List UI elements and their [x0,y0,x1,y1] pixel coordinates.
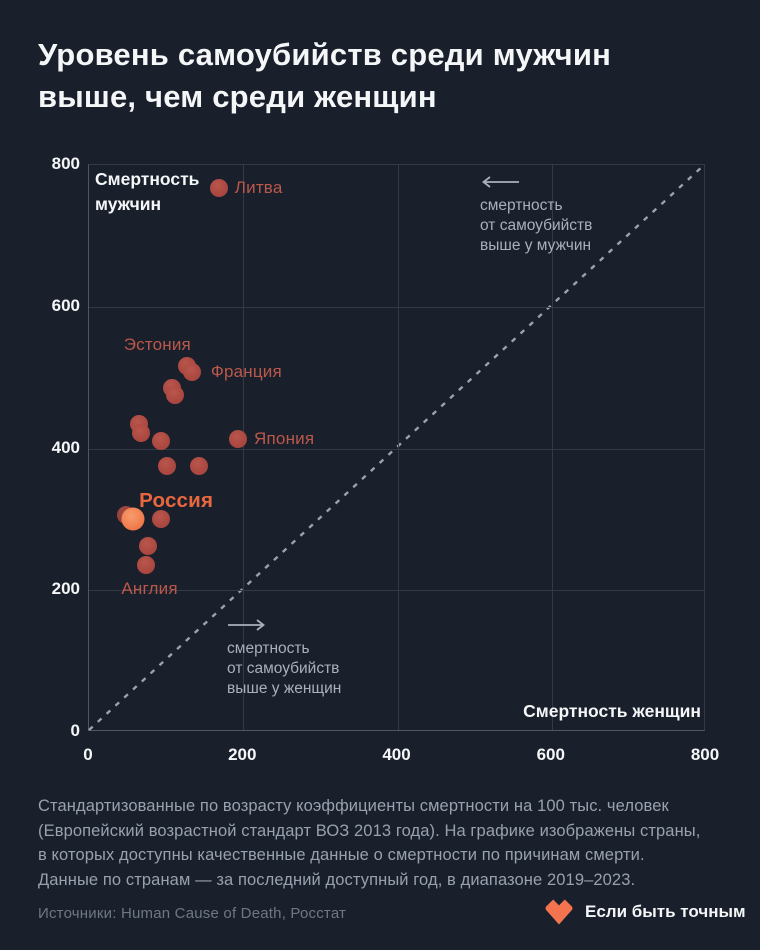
x-tick-label-0: 0 [83,745,93,764]
source-line: Источники: Human Cause of Death, Росстат [38,905,347,922]
heart-logo-icon [545,899,573,925]
data-point-литва [209,178,228,197]
country-label-англия: Англия [121,578,178,598]
y-tick-label-400: 400 [51,437,80,457]
data-point-9 [157,457,176,476]
annotation-higher-in-men: смертность от самоубийств выше у мужчин [480,176,592,256]
gridline-y-200 [89,590,704,592]
gridline-x-600 [551,165,553,730]
data-point-англия [137,555,156,574]
page-title: Уровень самоубийств среди мужчин выше, ч… [38,37,612,114]
country-label-эстония: Эстония [123,335,191,355]
annotation-text: смертность от самоубийств выше у женщин [227,639,342,697]
y-tick-label-600: 600 [51,295,80,315]
gridline-y-600 [89,306,704,308]
y-axis-title: Смертность мужчин [95,169,200,214]
arrow-left-icon [482,176,520,188]
brand-name: Если быть точным [585,902,746,921]
data-point-франция [183,362,202,381]
data-point-япония [228,430,247,449]
country-label-россия: Россия [139,488,214,512]
data-point-14 [139,537,158,556]
gridline-x-200 [243,165,245,730]
country-label-франция: Франция [210,361,282,381]
gridline-y-400 [89,448,704,450]
data-point-10 [189,457,208,476]
x-tick-label-200: 200 [228,745,257,764]
gridline-x-400 [397,165,399,730]
annotation-text: смертность от самоубийств выше у мужчин [480,197,593,254]
data-point-4 [165,385,184,404]
country-label-япония: Япония [254,429,315,449]
x-tick-label-800: 800 [690,745,720,764]
footnote: Стандартизованные по возрасту коэффициен… [38,797,701,889]
plot-area: Смертность мужчин Смертность женщин Литв… [88,164,705,731]
arrow-right-icon [228,619,266,631]
annotation-higher-in-women: смертность от самоубийств выше у женщин [227,619,341,699]
brand-logo-block: Если быть точным [544,898,746,926]
x-tick-label-600: 600 [536,745,565,764]
data-point-7 [152,431,171,450]
data-point-6 [131,423,150,442]
y-tick-label-0: 0 [70,721,80,740]
x-axis-title: Смертность женщин [523,700,701,721]
data-point-13 [152,510,171,529]
data-point-россия [121,507,145,531]
diagonal-parity-line [88,164,705,731]
x-tick-label-400: 400 [382,745,411,764]
country-label-литва: Литва [234,177,283,197]
y-tick-label-200: 200 [51,579,80,599]
y-tick-label-800: 800 [51,154,80,173]
